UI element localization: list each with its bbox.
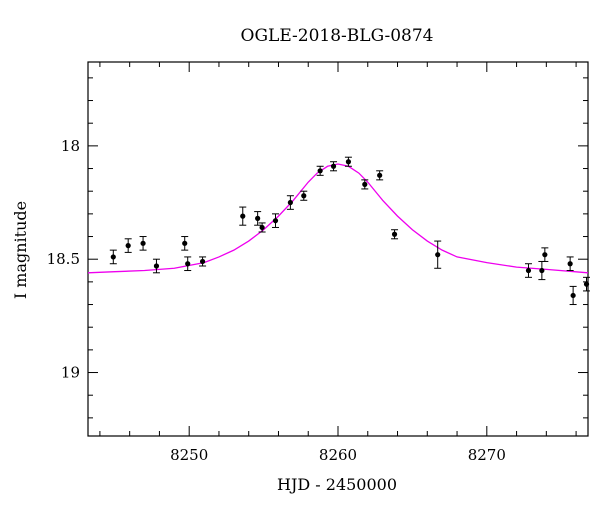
y-tick-label: 18.5 xyxy=(47,250,80,268)
data-point xyxy=(566,256,574,272)
data-marker xyxy=(525,267,532,274)
data-marker xyxy=(567,261,573,267)
data-marker xyxy=(140,240,146,246)
data-marker xyxy=(583,281,590,287)
data-point xyxy=(541,247,549,262)
data-point xyxy=(258,222,266,233)
data-marker xyxy=(435,252,441,258)
data-marker xyxy=(125,243,131,249)
data-point xyxy=(391,229,399,240)
data-point xyxy=(344,156,352,167)
data-point xyxy=(184,256,192,272)
data-marker xyxy=(240,213,246,219)
data-marker xyxy=(182,240,188,246)
data-marker xyxy=(153,263,160,269)
chart-title: OGLE-2018-BLG-0874 xyxy=(241,26,434,46)
data-marker xyxy=(362,181,368,187)
data-marker xyxy=(539,267,545,274)
data-marker xyxy=(185,261,191,267)
data-marker xyxy=(110,254,116,260)
data-marker xyxy=(259,224,265,231)
data-point xyxy=(569,285,577,306)
data-point xyxy=(239,206,247,226)
data-point xyxy=(181,236,189,251)
x-tick-label: 8250 xyxy=(170,446,208,464)
data-point xyxy=(199,256,207,267)
x-axis-label: HJD - 2450000 xyxy=(277,475,397,494)
data-marker xyxy=(542,252,548,258)
y-tick-label: 19 xyxy=(61,364,80,382)
data-point xyxy=(254,211,262,226)
y-tick-label: 18 xyxy=(61,137,80,155)
data-point xyxy=(300,190,308,201)
plot-frame xyxy=(87,61,589,437)
data-marker xyxy=(345,159,352,165)
data-point xyxy=(272,213,279,228)
data-point xyxy=(139,236,147,251)
data-marker xyxy=(391,231,398,237)
x-tick-label: 8270 xyxy=(468,446,506,464)
data-marker xyxy=(255,215,261,221)
data-marker xyxy=(317,168,323,174)
data-marker xyxy=(199,258,206,265)
data-point xyxy=(538,260,546,281)
data-point xyxy=(583,276,591,292)
data-point xyxy=(286,195,294,210)
data-marker xyxy=(377,172,383,178)
model-curve-layer xyxy=(87,163,589,274)
data-point xyxy=(152,258,160,274)
axes: 8250 8260 8270 18 18.5 19 xyxy=(47,61,589,464)
data-point xyxy=(434,240,442,269)
data-point xyxy=(316,165,324,176)
data-points-layer xyxy=(109,156,591,306)
data-marker xyxy=(570,292,576,299)
y-axis-label: I magnitude xyxy=(11,201,30,299)
data-point xyxy=(361,179,369,190)
data-point xyxy=(109,249,117,265)
x-tick-label: 8260 xyxy=(319,446,357,464)
data-point xyxy=(524,263,532,278)
data-point xyxy=(330,161,338,172)
data-point xyxy=(376,170,384,181)
data-marker xyxy=(330,163,337,169)
model-curve xyxy=(87,163,589,274)
data-point xyxy=(124,238,132,253)
data-marker xyxy=(287,199,293,206)
data-marker xyxy=(272,218,279,224)
data-marker xyxy=(301,193,307,199)
